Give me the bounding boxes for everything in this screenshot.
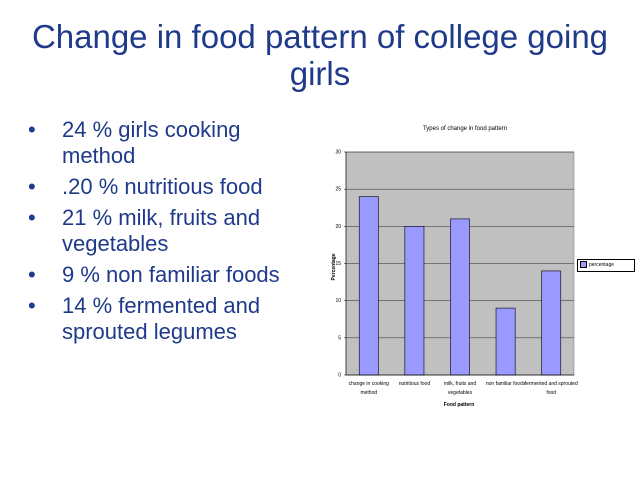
- bullet-list: • 24 % girls cooking method • .20 % nutrit…: [28, 117, 303, 350]
- bullet-item: • .20 % nutritious food: [28, 174, 303, 200]
- bullet-item: • 9 % non familiar foods: [28, 262, 303, 288]
- bullet-marker: •: [28, 205, 36, 230]
- x-tick-label: fermented and sprouted: [525, 381, 578, 387]
- y-tick-label: 25: [335, 187, 341, 193]
- bar: [404, 226, 425, 376]
- y-tick-label: 0: [338, 373, 341, 379]
- bullet-text: 21 % milk, fruits and vegetables: [62, 205, 261, 256]
- bullet-item: • 21 % milk, fruits and vegetables: [28, 205, 303, 257]
- y-tick-label: 20: [335, 224, 341, 230]
- slide-title: Change in food pattern of college going …: [31, 18, 609, 92]
- x-tick-label: vegetables: [448, 390, 473, 396]
- bullet-marker: •: [28, 262, 36, 287]
- bar-chart: Types of change in food pattern Percenta…: [331, 126, 578, 408]
- bullet-item: • 14 % fermented and sprouted legumes: [28, 293, 303, 345]
- bar: [541, 270, 562, 376]
- x-tick-label: method: [360, 390, 377, 396]
- bullet-marker: •: [28, 117, 36, 142]
- x-tick-label: milk, fruits and: [444, 381, 476, 387]
- chart-legend: percentage: [577, 259, 635, 272]
- y-tick-label: 5: [338, 335, 341, 341]
- bullet-marker: •: [28, 174, 36, 199]
- y-tick-label: 30: [335, 150, 341, 156]
- legend-swatch: [580, 261, 587, 269]
- bullet-text: 14 % fermented and sprouted legumes: [62, 293, 261, 344]
- legend-label: percentage: [589, 262, 615, 268]
- bar: [450, 218, 470, 376]
- x-tick-label: food: [546, 390, 556, 396]
- chart-title: Types of change in food pattern: [423, 126, 507, 132]
- x-tick-label: non familiar foods: [486, 381, 526, 387]
- y-axis-label: Percentage: [331, 253, 337, 280]
- y-tick-label: 15: [335, 261, 341, 267]
- bullet-text: .20 % nutritious food: [62, 174, 263, 199]
- bullet-marker: •: [28, 293, 36, 318]
- bar: [358, 196, 379, 376]
- bar: [495, 307, 516, 376]
- x-axis-label: Food pattern: [444, 402, 475, 408]
- y-tick-label: 10: [335, 298, 341, 304]
- bullet-text: 24 % girls cooking method: [62, 117, 241, 168]
- bullet-text: 9 % non familiar foods: [62, 262, 280, 287]
- bullet-item: • 24 % girls cooking method: [28, 117, 303, 169]
- x-tick-label: change in cooking: [349, 381, 390, 387]
- x-tick-label: nutritious food: [399, 381, 431, 387]
